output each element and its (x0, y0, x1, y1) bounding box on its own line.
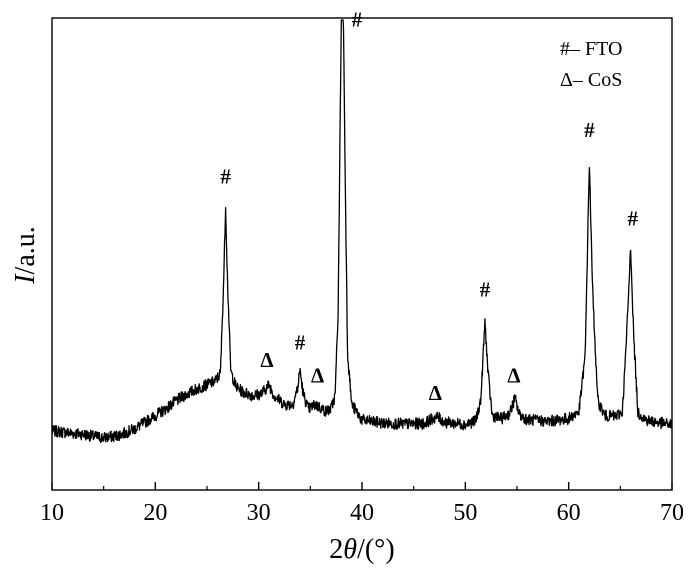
fto-peak-marker: # (627, 207, 638, 231)
legend-symbol-fto: # (560, 38, 570, 60)
cos-peak-marker: Δ (311, 363, 324, 387)
cos-peak-marker: Δ (507, 363, 520, 387)
y-axis-title-symbol: I (10, 273, 41, 285)
y-axis-title: I/a.u. (10, 226, 41, 285)
x-tick-label: 60 (557, 500, 581, 526)
fto-peak-marker: # (220, 165, 231, 189)
fto-peak-marker: # (295, 330, 306, 354)
x-tick-label: 70 (660, 500, 684, 526)
x-tick-label: 50 (453, 500, 477, 526)
legend-item-cos: Δ– CoS (560, 69, 622, 91)
xrd-pattern-line (51, 19, 673, 444)
cos-peak-marker: Δ (260, 348, 273, 372)
x-axis-title-unit: /(°) (357, 534, 395, 565)
legend-label-cos: – CoS (572, 69, 622, 91)
x-tick-label: 10 (40, 500, 64, 526)
fto-peak-marker: # (352, 8, 363, 32)
x-axis-title-theta: θ (343, 534, 357, 565)
legend-item-fto: #– FTO (560, 38, 622, 60)
y-axis-title-unit: /a.u. (10, 226, 41, 274)
cos-peak-marker: Δ (429, 381, 442, 405)
legend-symbol-cos: Δ (560, 69, 573, 91)
x-tick-label: 20 (143, 500, 167, 526)
fto-peak-marker: # (584, 118, 595, 142)
x-axis-ticks: 10 20 30 40 50 60 70 (40, 482, 684, 526)
legend-label-fto: – FTO (569, 38, 622, 60)
x-tick-label: 30 (247, 500, 271, 526)
x-axis-title: 2θ/(°) (329, 534, 394, 565)
x-axis-title-prefix: 2 (329, 534, 343, 565)
legend: #– FTO Δ– CoS (560, 38, 622, 91)
x-tick-label: 40 (350, 500, 374, 526)
fto-peak-marker: # (480, 277, 491, 301)
